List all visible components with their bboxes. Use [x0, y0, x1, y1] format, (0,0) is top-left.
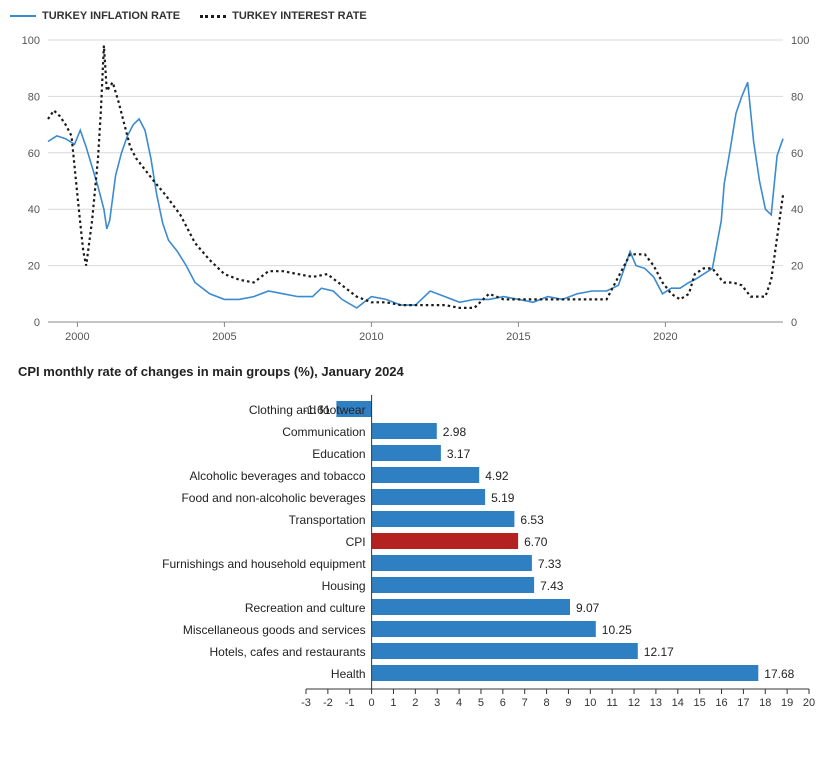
bar-value: 17.68	[764, 667, 794, 681]
legend-item-inflation: TURKEY INFLATION RATE	[10, 10, 180, 22]
bar-x-tick: 7	[522, 697, 528, 709]
bar-label: Housing	[322, 579, 366, 593]
y-left-tick: 40	[28, 204, 40, 216]
x-tick: 2015	[506, 331, 530, 343]
bar	[372, 489, 486, 505]
bar	[372, 621, 596, 637]
y-left-tick: 100	[22, 35, 40, 47]
bar	[372, 643, 638, 659]
bar-x-tick: -1	[345, 697, 355, 709]
bar-x-tick: -3	[301, 697, 311, 709]
bar-label: Furnishings and household equipment	[162, 557, 366, 571]
bar	[372, 665, 759, 681]
bar	[372, 555, 532, 571]
bar-label: Miscellaneous goods and services	[183, 623, 366, 637]
bar	[372, 599, 570, 615]
bar-label: Alcoholic beverages and tobacco	[189, 469, 365, 483]
bar-x-tick: 13	[650, 697, 662, 709]
bar-label: Education	[312, 447, 365, 461]
bar-x-tick: 17	[737, 697, 749, 709]
legend-item-interest: TURKEY INTEREST RATE	[200, 10, 367, 22]
bar-value: 5.19	[491, 491, 515, 505]
y-left-tick: 60	[28, 148, 40, 160]
legend-label-inflation: TURKEY INFLATION RATE	[42, 10, 180, 22]
line-chart: 0 20 40 60 80 100 0 20 40 60 80 100 2000 2005 2010 2015…	[10, 30, 825, 350]
bar-x-tick: 3	[434, 697, 440, 709]
bar-label: Communication	[282, 425, 365, 439]
bar-chart-title: CPI monthly rate of changes in main grou…	[18, 364, 825, 379]
bar-x-tick: 6	[500, 697, 506, 709]
y-right-tick: 40	[791, 204, 803, 216]
y-right-tick: 80	[791, 91, 803, 103]
bar	[372, 533, 518, 549]
x-tick: 2000	[65, 331, 89, 343]
bar-x-tick: 11	[606, 697, 617, 709]
bar-x-tick: 5	[478, 697, 484, 709]
bar-value: 10.25	[602, 623, 632, 637]
bar-label: CPI	[346, 535, 366, 549]
bar-value: 6.53	[520, 513, 544, 527]
bar-value: 7.43	[540, 579, 564, 593]
bar-x-tick: 12	[628, 697, 640, 709]
y-left-tick: 20	[28, 261, 40, 273]
bar-label: Recreation and culture	[245, 601, 366, 615]
bar-label: Health	[331, 667, 366, 681]
bar-x-tick: 18	[759, 697, 771, 709]
bar-value: 4.92	[485, 469, 509, 483]
y-right-tick: 0	[791, 317, 797, 329]
legend-swatch-interest	[200, 15, 226, 18]
bar-x-tick: -2	[323, 697, 333, 709]
bar-x-tick: 19	[781, 697, 793, 709]
bar-x-tick: 14	[672, 697, 684, 709]
bar-x-tick: 2	[412, 697, 418, 709]
bar-x-tick: 20	[803, 697, 815, 709]
bar-label: Hotels, cafes and restaurants	[210, 645, 366, 659]
y-left-tick: 80	[28, 91, 40, 103]
legend: TURKEY INFLATION RATE TURKEY INTEREST RA…	[10, 10, 825, 22]
bar-x-tick: 8	[544, 697, 550, 709]
bar-label: Food and non-alcoholic beverages	[181, 491, 365, 505]
bar-x-tick: 1	[390, 697, 396, 709]
bar-value: 3.17	[447, 447, 471, 461]
x-tick: 2020	[653, 331, 677, 343]
bar	[372, 445, 441, 461]
bar-value: 7.33	[538, 557, 562, 571]
y-right-tick: 60	[791, 148, 803, 160]
y-left-tick: 0	[34, 317, 40, 329]
bar	[372, 577, 534, 593]
bar-value: 2.98	[443, 425, 467, 439]
bar-value: 6.70	[524, 535, 548, 549]
legend-label-interest: TURKEY INTEREST RATE	[232, 10, 367, 22]
series-line	[48, 46, 783, 308]
bar	[372, 511, 515, 527]
legend-swatch-inflation	[10, 15, 36, 17]
bar-chart: Clothing and footwear-1.61Communication2…	[10, 385, 825, 715]
bar	[372, 423, 437, 439]
bar	[372, 467, 480, 483]
bar-x-tick: 9	[565, 697, 571, 709]
bar-x-tick: 16	[715, 697, 727, 709]
x-tick: 2005	[212, 331, 236, 343]
bar-value: 9.07	[576, 601, 600, 615]
bar-value: -1.61	[303, 403, 331, 417]
x-tick: 2010	[359, 331, 383, 343]
y-right-tick: 100	[791, 35, 809, 47]
series-line	[48, 82, 783, 308]
bar-x-tick: 10	[584, 697, 596, 709]
bar-x-tick: 15	[694, 697, 706, 709]
bar-x-tick: 0	[369, 697, 375, 709]
bar-x-tick: 4	[456, 697, 462, 709]
bar-label: Transportation	[289, 513, 366, 527]
y-right-tick: 20	[791, 261, 803, 273]
bar-value: 12.17	[644, 645, 674, 659]
